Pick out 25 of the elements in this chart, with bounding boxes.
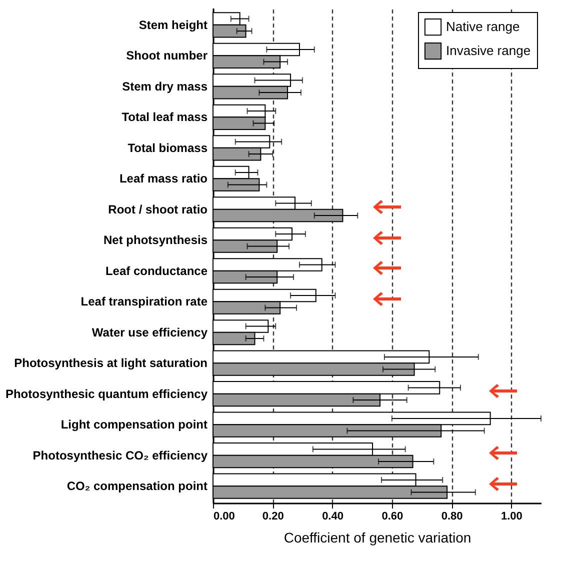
y-tick-label: Total leaf mass [122, 110, 208, 124]
x-tick-label: 0.60 [382, 510, 404, 522]
y-tick-label: Photosynthesis at light saturation [14, 356, 208, 370]
y-tick-label: Photosynthesic CO₂ efficiency [32, 448, 208, 462]
x-tick-label: 0.00 [214, 510, 235, 522]
y-tick-label: Stem height [138, 18, 208, 32]
y-tick-label: Light compensation point [60, 418, 208, 432]
y-tick-label: Photosynthesic quantum efficiency [5, 386, 208, 401]
y-tick-label: Leaf mass ratio [119, 172, 208, 186]
legend-label: Native range [446, 19, 520, 34]
y-tick-label: Root / shoot ratio [108, 202, 208, 216]
y-tick-label: Net photsynthesis [103, 233, 208, 248]
x-tick-label: 0.80 [441, 510, 463, 522]
y-tick-label: Shoot number [126, 48, 208, 63]
y-tick-label: Leaf transpiration rate [80, 294, 208, 309]
x-axis-title: Coefficient of genetic variation [284, 530, 472, 546]
x-tick-label: 0.40 [322, 510, 344, 522]
y-tick-label: Leaf conductance [105, 264, 208, 278]
x-tick-label: 0.20 [262, 510, 284, 522]
x-tick-label: 1.00 [500, 510, 522, 522]
y-tick-label: Total biomass [128, 140, 208, 155]
y-tick-label: Stem dry mass [122, 79, 208, 94]
legend-label: Invasive range [446, 43, 531, 58]
y-tick-label: CO₂ compensation point [66, 479, 208, 494]
y-tick-label: Water use efficiency [92, 325, 208, 340]
